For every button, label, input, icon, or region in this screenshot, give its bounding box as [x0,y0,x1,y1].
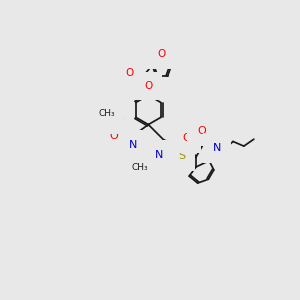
Text: O: O [182,133,191,142]
Text: O: O [114,114,123,124]
Text: O: O [157,50,166,59]
Text: N: N [213,143,221,153]
Text: N: N [129,140,137,150]
Text: S: S [178,151,185,161]
Text: O: O [109,131,118,141]
Text: CH₃: CH₃ [98,109,115,118]
Text: N: N [155,150,163,160]
Text: O: O [126,68,134,78]
Text: CH₃: CH₃ [132,163,148,172]
Text: O: O [197,126,206,136]
Text: O: O [144,81,152,91]
